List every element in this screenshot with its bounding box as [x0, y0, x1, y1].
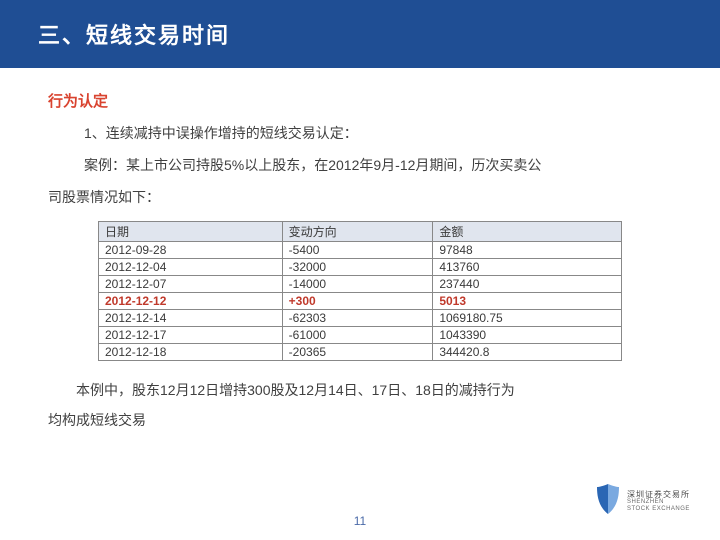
table-cell: 1069180.75: [433, 310, 622, 327]
table-cell: 2012-09-28: [99, 242, 283, 259]
conclusion-line-2: 均构成短线交易: [48, 406, 672, 434]
intro-line: 1、连续减持中误操作增持的短线交易认定：: [84, 119, 672, 147]
szse-logo: 深圳证券交易所 SHENZHEN STOCK EXCHANGE: [595, 483, 690, 520]
table-cell: 237440: [433, 276, 622, 293]
logo-en1: SHENZHEN: [627, 499, 690, 506]
table-cell: -20365: [282, 344, 433, 361]
table-cell: +300: [282, 293, 433, 310]
table-header-row: 日期 变动方向 金额: [99, 222, 622, 242]
transactions-table-wrap: 日期 变动方向 金额 2012-09-28-5400978482012-12-0…: [98, 221, 622, 361]
content-area: 行为认定 1、连续减持中误操作增持的短线交易认定： 案例：某上市公司持股5%以上…: [0, 68, 720, 434]
table-cell: 413760: [433, 259, 622, 276]
case-line-1: 案例：某上市公司持股5%以上股东，在2012年9月-12月期间，历次买卖公: [84, 151, 672, 179]
table-head: 日期 变动方向 金额: [99, 222, 622, 242]
table-row: 2012-12-12+3005013: [99, 293, 622, 310]
shield-icon: [595, 483, 621, 520]
conclusion-line-1: 本例中，股东12月12日增持300股及12月14日、17日、18日的减持行为: [48, 375, 672, 406]
table-cell: 344420.8: [433, 344, 622, 361]
slide-title: 三、短线交易时间: [38, 23, 230, 48]
table-row: 2012-12-04-32000413760: [99, 259, 622, 276]
logo-text: 深圳证券交易所 SHENZHEN STOCK EXCHANGE: [627, 490, 690, 514]
logo-en2: STOCK EXCHANGE: [627, 506, 690, 513]
table-cell: 2012-12-18: [99, 344, 283, 361]
section-label: 行为认定: [48, 90, 672, 111]
slide-header: 三、短线交易时间: [0, 0, 720, 68]
table-row: 2012-12-14-623031069180.75: [99, 310, 622, 327]
table-row: 2012-12-18-20365344420.8: [99, 344, 622, 361]
col-amount: 金额: [433, 222, 622, 242]
table-cell: 5013: [433, 293, 622, 310]
table-cell: -62303: [282, 310, 433, 327]
table-row: 2012-12-07-14000237440: [99, 276, 622, 293]
table-cell: 97848: [433, 242, 622, 259]
col-date: 日期: [99, 222, 283, 242]
table-row: 2012-09-28-540097848: [99, 242, 622, 259]
col-direction: 变动方向: [282, 222, 433, 242]
table-cell: 2012-12-14: [99, 310, 283, 327]
table-row: 2012-12-17-610001043390: [99, 327, 622, 344]
case-line-2: 司股票情况如下：: [48, 183, 672, 211]
table-cell: 2012-12-17: [99, 327, 283, 344]
logo-cn: 深圳证券交易所: [627, 490, 690, 500]
transactions-table: 日期 变动方向 金额 2012-09-28-5400978482012-12-0…: [98, 221, 622, 361]
table-cell: -61000: [282, 327, 433, 344]
table-cell: 2012-12-12: [99, 293, 283, 310]
table-cell: -14000: [282, 276, 433, 293]
table-cell: 2012-12-04: [99, 259, 283, 276]
table-cell: 1043390: [433, 327, 622, 344]
table-cell: -32000: [282, 259, 433, 276]
table-body: 2012-09-28-5400978482012-12-04-320004137…: [99, 242, 622, 361]
table-cell: 2012-12-07: [99, 276, 283, 293]
table-cell: -5400: [282, 242, 433, 259]
